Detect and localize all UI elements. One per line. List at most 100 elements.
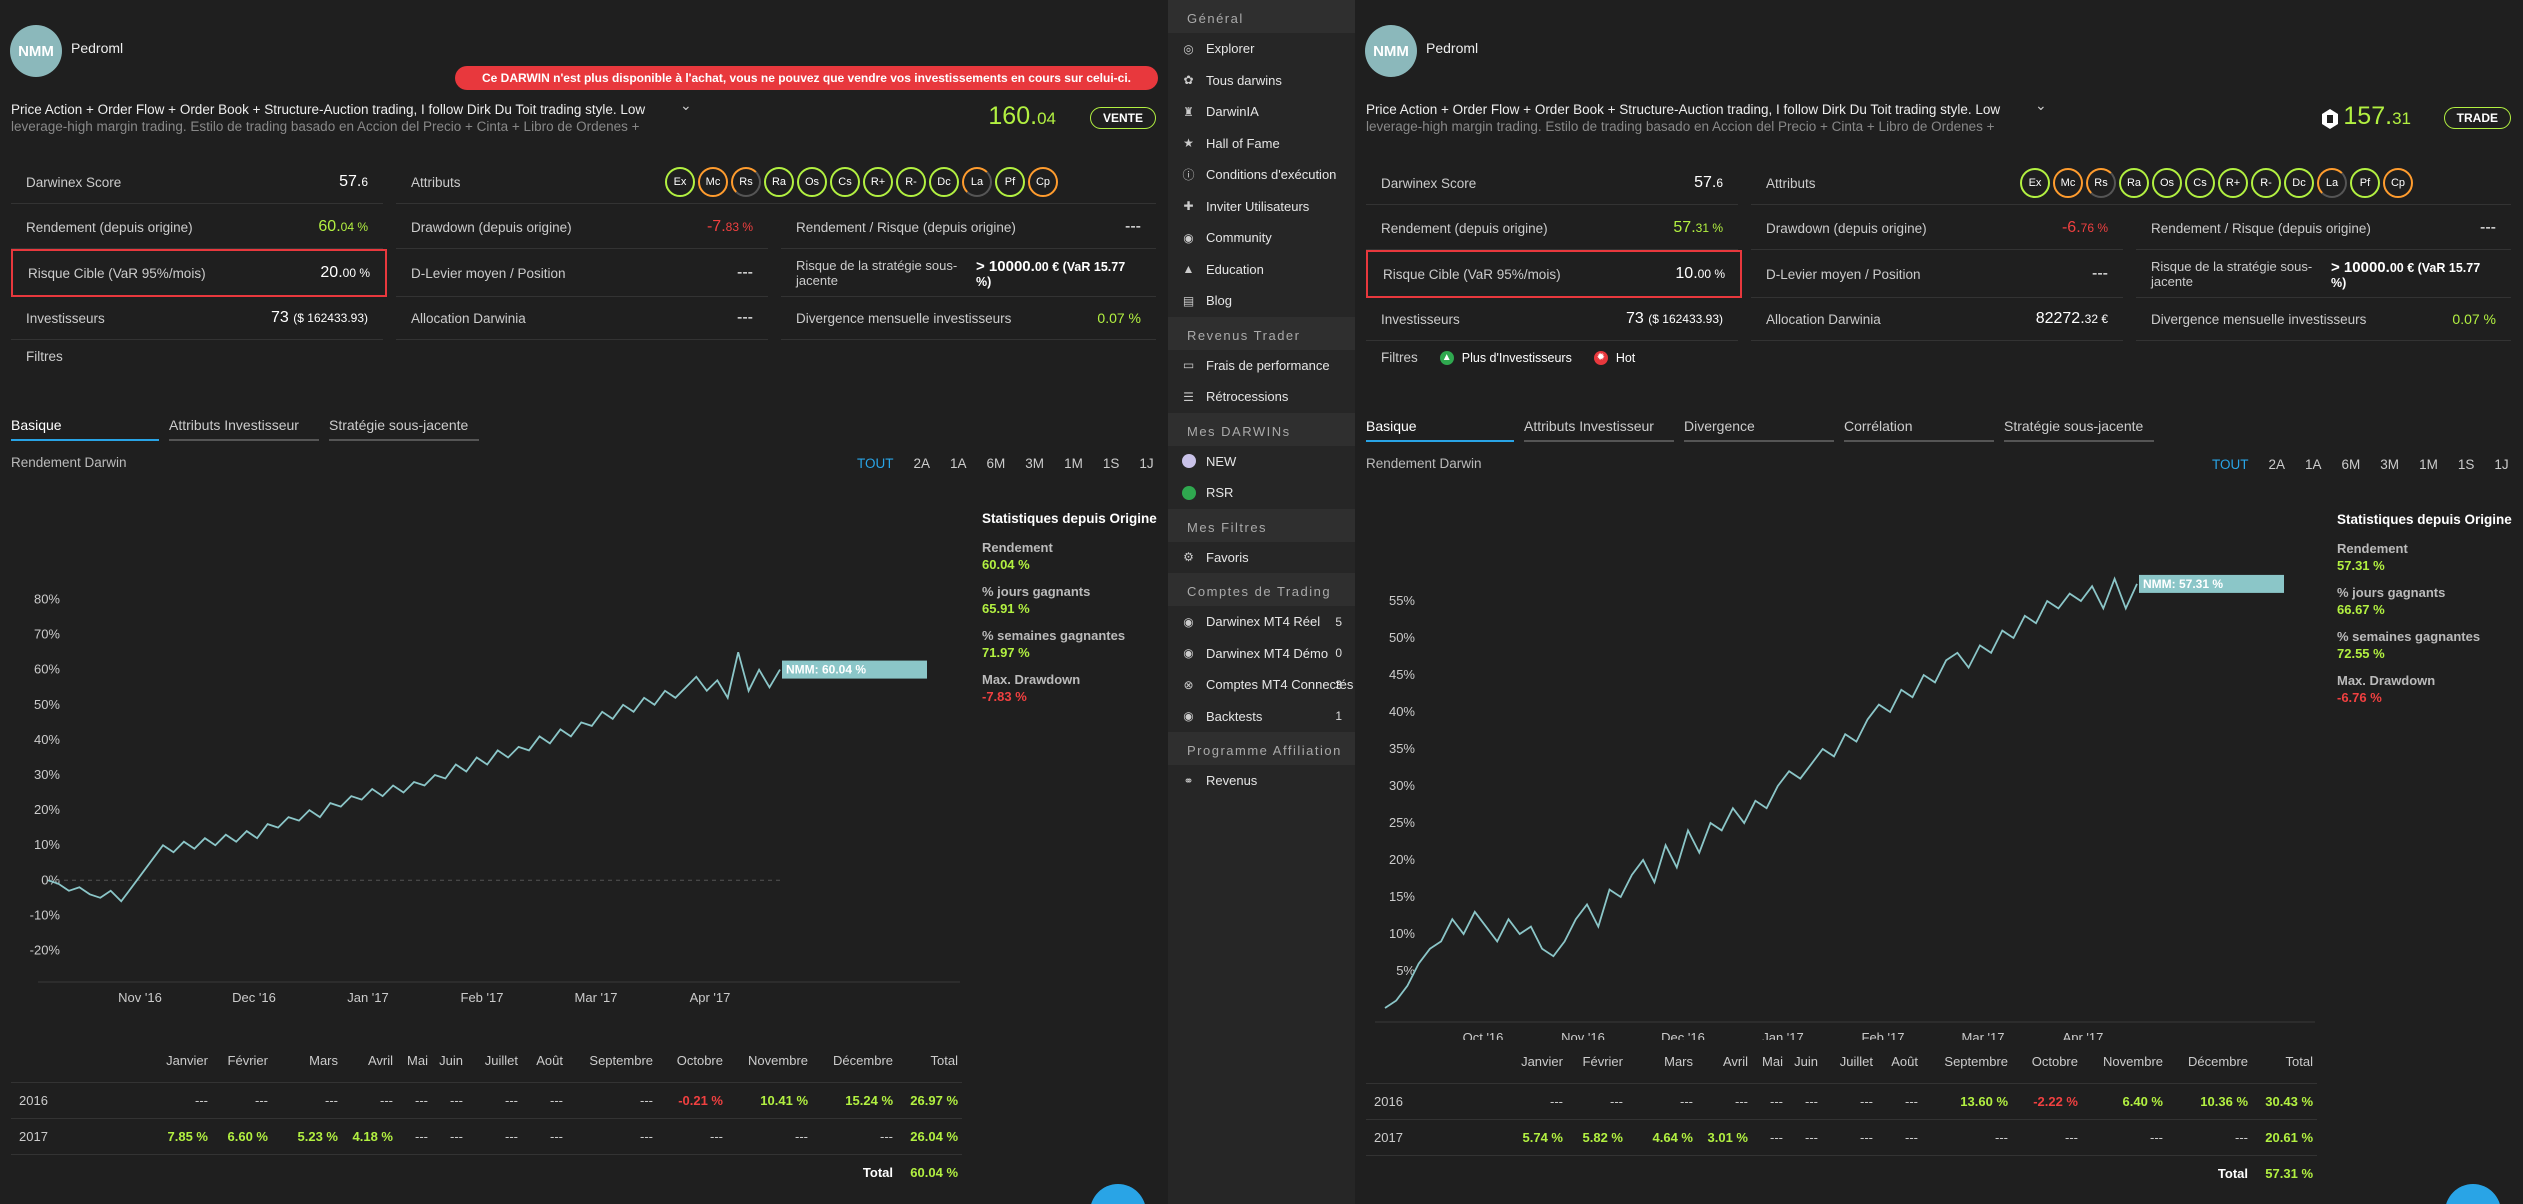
- attribute-badge-os[interactable]: Os: [797, 167, 827, 197]
- username[interactable]: Pedroml: [1426, 40, 1479, 56]
- nav-item-explorer[interactable]: ◎ Explorer: [1168, 33, 1355, 65]
- period-1a[interactable]: 1A: [950, 456, 967, 471]
- chat-fab-button[interactable]: [2445, 1184, 2501, 1204]
- tab-correlation[interactable]: Corrélation: [1844, 418, 1994, 442]
- nav-item-conditions-d-execution[interactable]: ⓘ Conditions d'exécution: [1168, 159, 1355, 191]
- nav-item-education[interactable]: ▲ Education: [1168, 254, 1355, 286]
- nav-item-revenus[interactable]: ⚭ Revenus: [1168, 765, 1355, 797]
- sell-button[interactable]: VENTE: [1089, 107, 1156, 129]
- tab-strategie-sous-jacente[interactable]: Stratégie sous-jacente: [2004, 418, 2154, 442]
- nav-section-programme-affiliation: Programme Affiliation: [1168, 732, 1355, 765]
- avatar[interactable]: NMM: [1365, 25, 1417, 77]
- attribute-badge-ra[interactable]: Ra: [2119, 168, 2149, 198]
- chevron-down-icon[interactable]: ⌄: [680, 97, 692, 113]
- table-cell-empty: [1627, 1155, 1697, 1191]
- attribute-badge-r[interactable]: R+: [863, 167, 893, 197]
- attribute-badge-pf[interactable]: Pf: [995, 167, 1025, 197]
- period-2a[interactable]: 2A: [913, 456, 931, 471]
- target-risk-row: Risque Cible (VaR 95%/mois) 20.00 %: [11, 249, 387, 297]
- attribute-badge-rs[interactable]: Rs: [731, 167, 761, 197]
- period-1a[interactable]: 1A: [2305, 457, 2322, 472]
- filter-chip-most-investors[interactable]: ▲ Plus d'Investisseurs: [1439, 350, 1572, 365]
- avatar[interactable]: NMM: [10, 25, 62, 77]
- nav-item-hall-of-fame[interactable]: ★ Hall of Fame: [1168, 128, 1355, 160]
- attribute-badge-cp[interactable]: Cp: [1028, 167, 1058, 197]
- tab-strategie-sous-jacente[interactable]: Stratégie sous-jacente: [329, 417, 479, 441]
- attribute-badge-ex[interactable]: Ex: [665, 167, 695, 197]
- attribute-badge-cs[interactable]: Cs: [2185, 168, 2215, 198]
- divergence-value: 0.07 %: [2452, 311, 2496, 327]
- period-1s[interactable]: 1S: [2457, 457, 2475, 472]
- nav-item-frais-de-performance[interactable]: ▭ Frais de performance: [1168, 350, 1355, 382]
- nav-item-label: Inviter Utilisateurs: [1206, 198, 1310, 214]
- attribute-badge-la[interactable]: La: [962, 167, 992, 197]
- return-chart[interactable]: 55% 50% 45% 40% 35% 30% 25% 20% 15% 10% 5% Oct '16 N…: [1355, 480, 2335, 1040]
- nav-item-retrocessions[interactable]: ☰ Rétrocessions: [1168, 381, 1355, 413]
- attribute-badge-os[interactable]: Os: [2152, 168, 2182, 198]
- tab-divergence[interactable]: Divergence: [1684, 418, 1834, 442]
- period-6m[interactable]: 6M: [2341, 457, 2361, 472]
- nav-item-tous-darwins[interactable]: ✿ Tous darwins: [1168, 65, 1355, 97]
- attribute-badge-dc[interactable]: Dc: [929, 167, 959, 197]
- chat-fab-button[interactable]: [1090, 1184, 1146, 1204]
- nav-item-comptes-mt4-connectes[interactable]: ⊗ Comptes MT4 Connectés 3: [1168, 669, 1355, 701]
- attribute-badge-la[interactable]: La: [2317, 168, 2347, 198]
- attribute-badge-mc[interactable]: Mc: [698, 167, 728, 197]
- attribute-badge-r[interactable]: R-: [2251, 168, 2281, 198]
- tab-basique[interactable]: Basique: [11, 417, 159, 441]
- tab-basique[interactable]: Basique: [1366, 418, 1514, 442]
- attribute-badge-cs[interactable]: Cs: [830, 167, 860, 197]
- attribute-badge-cp[interactable]: Cp: [2383, 168, 2413, 198]
- nav-item-darwinia[interactable]: ♜ DarwinIA: [1168, 96, 1355, 128]
- nav-item-inviter-utilisateurs[interactable]: ✚ Inviter Utilisateurs: [1168, 191, 1355, 223]
- attribute-badge-rs[interactable]: Rs: [2086, 168, 2116, 198]
- chevron-down-icon[interactable]: ⌄: [2035, 97, 2047, 113]
- period-tout[interactable]: TOUT: [2212, 457, 2249, 472]
- attribute-badge-r[interactable]: R+: [2218, 168, 2248, 198]
- table-cell: ---: [272, 1082, 342, 1119]
- nav-item-favoris[interactable]: ⚙ Favoris: [1168, 542, 1355, 574]
- attribute-badge-r[interactable]: R-: [896, 167, 926, 197]
- attribute-badge-dc[interactable]: Dc: [2284, 168, 2314, 198]
- tab-attributs-investisseur[interactable]: Attributs Investisseur: [1524, 418, 1674, 442]
- attribute-badge-ra[interactable]: Ra: [764, 167, 794, 197]
- filters-row: Filtres: [26, 349, 63, 364]
- period-1m[interactable]: 1M: [1064, 456, 1083, 471]
- stat-label-max-drawdown: Max. Drawdown: [982, 672, 1081, 687]
- table-cell: ---: [1697, 1083, 1752, 1120]
- period-1j[interactable]: 1J: [2494, 457, 2509, 472]
- filter-chip-hot[interactable]: ✹ Hot: [1593, 350, 1635, 365]
- tab-attributs-investisseur[interactable]: Attributs Investisseur: [169, 417, 319, 441]
- trade-button[interactable]: TRADE: [2443, 107, 2511, 129]
- nav-item-rsr[interactable]: RSR: [1168, 477, 1355, 509]
- nav-item-community[interactable]: ◉ Community: [1168, 222, 1355, 254]
- username[interactable]: Pedroml: [71, 40, 124, 56]
- nav-item-darwinex-mt4-demo[interactable]: ◉ Darwinex MT4 Démo 0: [1168, 638, 1355, 670]
- table-cell: ---: [432, 1118, 467, 1155]
- return-risk-row: Rendement / Risque (depuis origine) ---: [781, 206, 1156, 249]
- attribute-badge-ex[interactable]: Ex: [2020, 168, 2050, 198]
- period-3m[interactable]: 3M: [2380, 457, 2400, 472]
- attribute-badge-mc[interactable]: Mc: [2053, 168, 2083, 198]
- table-cell: ---: [397, 1082, 432, 1119]
- period-3m[interactable]: 3M: [1025, 456, 1045, 471]
- return-chart[interactable]: 80% 70% 60% 50% 40% 30% 20% 10% 0% -10% -20% Nov '1…: [0, 480, 980, 1040]
- table-cell: -0.21 %: [657, 1082, 727, 1119]
- table-cell: ---: [137, 1082, 212, 1119]
- table-cell: 5.82 %: [1567, 1119, 1627, 1156]
- strategy-risk-suffix: %): [976, 274, 992, 289]
- description-line-1: Price Action + Order Flow + Order Book +…: [1366, 102, 2001, 117]
- period-1s[interactable]: 1S: [1102, 456, 1120, 471]
- period-6m[interactable]: 6M: [986, 456, 1006, 471]
- nav-item-darwinex-mt4-reel[interactable]: ◉ Darwinex MT4 Réel 5: [1168, 606, 1355, 638]
- attribute-badge-pf[interactable]: Pf: [2350, 168, 2380, 198]
- y-tick-label: 20%: [1389, 852, 1415, 867]
- nav-item-blog[interactable]: ▤ Blog: [1168, 285, 1355, 317]
- nav-item-backtests[interactable]: ◉ Backtests 1: [1168, 701, 1355, 733]
- period-2a[interactable]: 2A: [2268, 457, 2286, 472]
- nav-item-new[interactable]: NEW: [1168, 446, 1355, 478]
- period-1m[interactable]: 1M: [2419, 457, 2438, 472]
- period-tout[interactable]: TOUT: [857, 456, 894, 471]
- target-risk-int: 10.: [1675, 265, 1698, 282]
- period-1j[interactable]: 1J: [1139, 456, 1154, 471]
